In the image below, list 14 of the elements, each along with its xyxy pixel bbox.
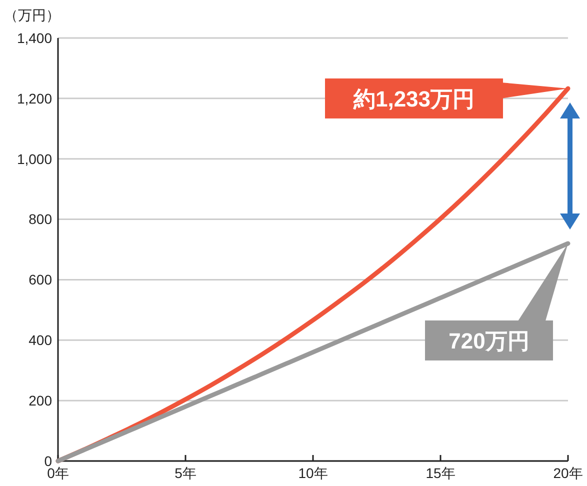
x-tick-label: 5年 — [174, 465, 196, 481]
y-tick-label: 400 — [28, 332, 52, 348]
x-tick-label: 15年 — [426, 465, 456, 481]
x-tick-label: 10年 — [298, 465, 328, 481]
y-tick-label: 1,400 — [16, 30, 52, 46]
y-tick-label: 1,000 — [16, 150, 52, 167]
annotation: 720万円 — [448, 328, 530, 354]
y-tick-label: 800 — [28, 211, 52, 228]
y-tick-label: 600 — [28, 272, 52, 288]
y-axis-title: （万円） — [4, 7, 60, 23]
y-tick-label: 1,200 — [16, 90, 52, 106]
x-tick-label: 20年 — [553, 465, 583, 481]
y-tick-label: 200 — [28, 392, 52, 408]
annotation: 約1,233万円 — [352, 86, 475, 112]
